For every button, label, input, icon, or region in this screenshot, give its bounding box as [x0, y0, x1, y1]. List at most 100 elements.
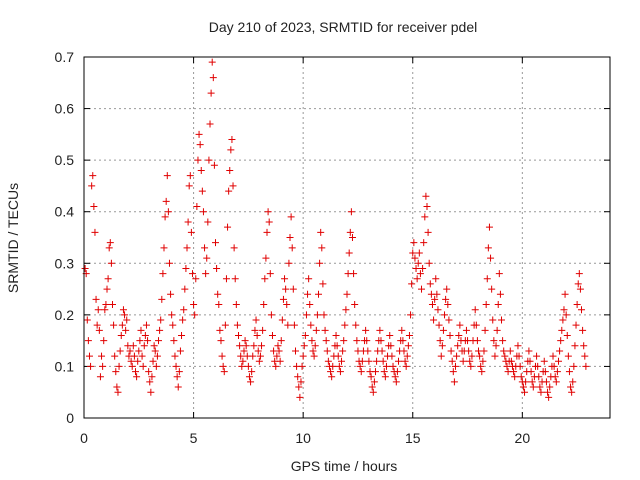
data-point	[181, 285, 189, 293]
data-point	[190, 301, 198, 309]
data-point	[164, 208, 172, 216]
data-point	[345, 249, 353, 257]
data-point	[563, 331, 571, 339]
data-point	[341, 321, 349, 329]
data-point	[115, 362, 123, 370]
data-point	[407, 311, 415, 319]
data-point	[422, 192, 430, 200]
data-point	[305, 275, 313, 283]
data-point	[108, 301, 116, 309]
data-point	[322, 337, 330, 345]
data-point	[199, 208, 207, 216]
data-point	[387, 342, 395, 350]
data-point	[218, 352, 226, 360]
data-point	[468, 352, 476, 360]
data-point	[536, 383, 544, 391]
data-point	[304, 290, 312, 298]
data-point	[224, 223, 232, 231]
data-point	[148, 373, 156, 381]
data-point	[324, 357, 332, 365]
data-point	[333, 342, 341, 350]
data-point	[253, 331, 261, 339]
data-point	[496, 290, 504, 298]
data-point	[515, 352, 523, 360]
data-point	[311, 342, 319, 350]
data-point	[140, 342, 148, 350]
data-point	[537, 388, 545, 396]
data-point	[212, 239, 219, 247]
data-point	[272, 362, 280, 370]
data-point	[201, 244, 209, 252]
data-point	[352, 321, 360, 329]
data-point	[477, 362, 485, 370]
data-point	[578, 306, 586, 314]
data-point	[162, 197, 170, 205]
data-point	[575, 270, 583, 278]
data-point	[132, 368, 140, 376]
data-point	[442, 295, 450, 303]
data-point	[403, 352, 411, 360]
data-point	[371, 368, 379, 376]
data-point	[287, 213, 295, 221]
data-point	[289, 285, 297, 293]
data-point	[340, 337, 348, 345]
data-point	[554, 357, 562, 365]
data-point	[485, 223, 493, 231]
axis-ticks: 0 0.1 0.2 0.3 0.4 0.5 0.6 0.7 0 5 10 15 20	[55, 49, 610, 446]
data-point	[416, 270, 424, 278]
data-point	[521, 388, 529, 396]
data-point	[347, 208, 355, 216]
data-point	[290, 321, 298, 329]
data-point	[323, 347, 331, 355]
data-point	[373, 357, 381, 365]
y-tick-label: 0.5	[55, 152, 75, 168]
data-point	[451, 362, 459, 370]
data-point	[229, 182, 237, 190]
data-point	[133, 373, 141, 381]
data-point	[317, 228, 325, 236]
data-point	[472, 321, 480, 329]
data-point	[528, 378, 536, 386]
data-point	[183, 244, 191, 252]
data-point	[225, 187, 233, 195]
data-point	[570, 362, 578, 370]
data-point	[510, 368, 518, 376]
data-point	[534, 362, 542, 370]
data-point	[220, 368, 228, 376]
data-point	[235, 331, 243, 339]
data-point	[112, 368, 120, 376]
data-point	[237, 352, 245, 360]
data-point	[540, 357, 548, 365]
data-point	[412, 264, 420, 272]
data-point	[130, 352, 138, 360]
data-point	[450, 378, 458, 386]
data-point	[247, 378, 255, 386]
data-point	[106, 239, 114, 247]
data-point	[377, 337, 385, 345]
data-point	[236, 342, 244, 350]
x-tick-label: 20	[515, 430, 531, 446]
data-point	[98, 352, 106, 360]
data-point	[256, 352, 264, 360]
data-point	[231, 275, 239, 283]
data-point	[128, 362, 136, 370]
data-point	[362, 326, 370, 334]
data-point	[424, 228, 432, 236]
data-point	[456, 321, 464, 329]
data-point	[216, 326, 224, 334]
data-point	[479, 357, 487, 365]
data-point	[559, 316, 567, 324]
data-point	[410, 239, 418, 247]
y-tick-label: 0.6	[55, 101, 75, 117]
data-point	[401, 357, 409, 365]
data-point	[421, 213, 429, 221]
data-point	[498, 316, 506, 324]
data-point	[413, 275, 421, 283]
data-point	[275, 347, 283, 355]
data-point	[288, 244, 296, 252]
data-point	[94, 306, 102, 314]
data-point	[357, 368, 365, 376]
data-point	[119, 306, 127, 314]
data-point	[418, 285, 426, 293]
data-point	[254, 347, 262, 355]
